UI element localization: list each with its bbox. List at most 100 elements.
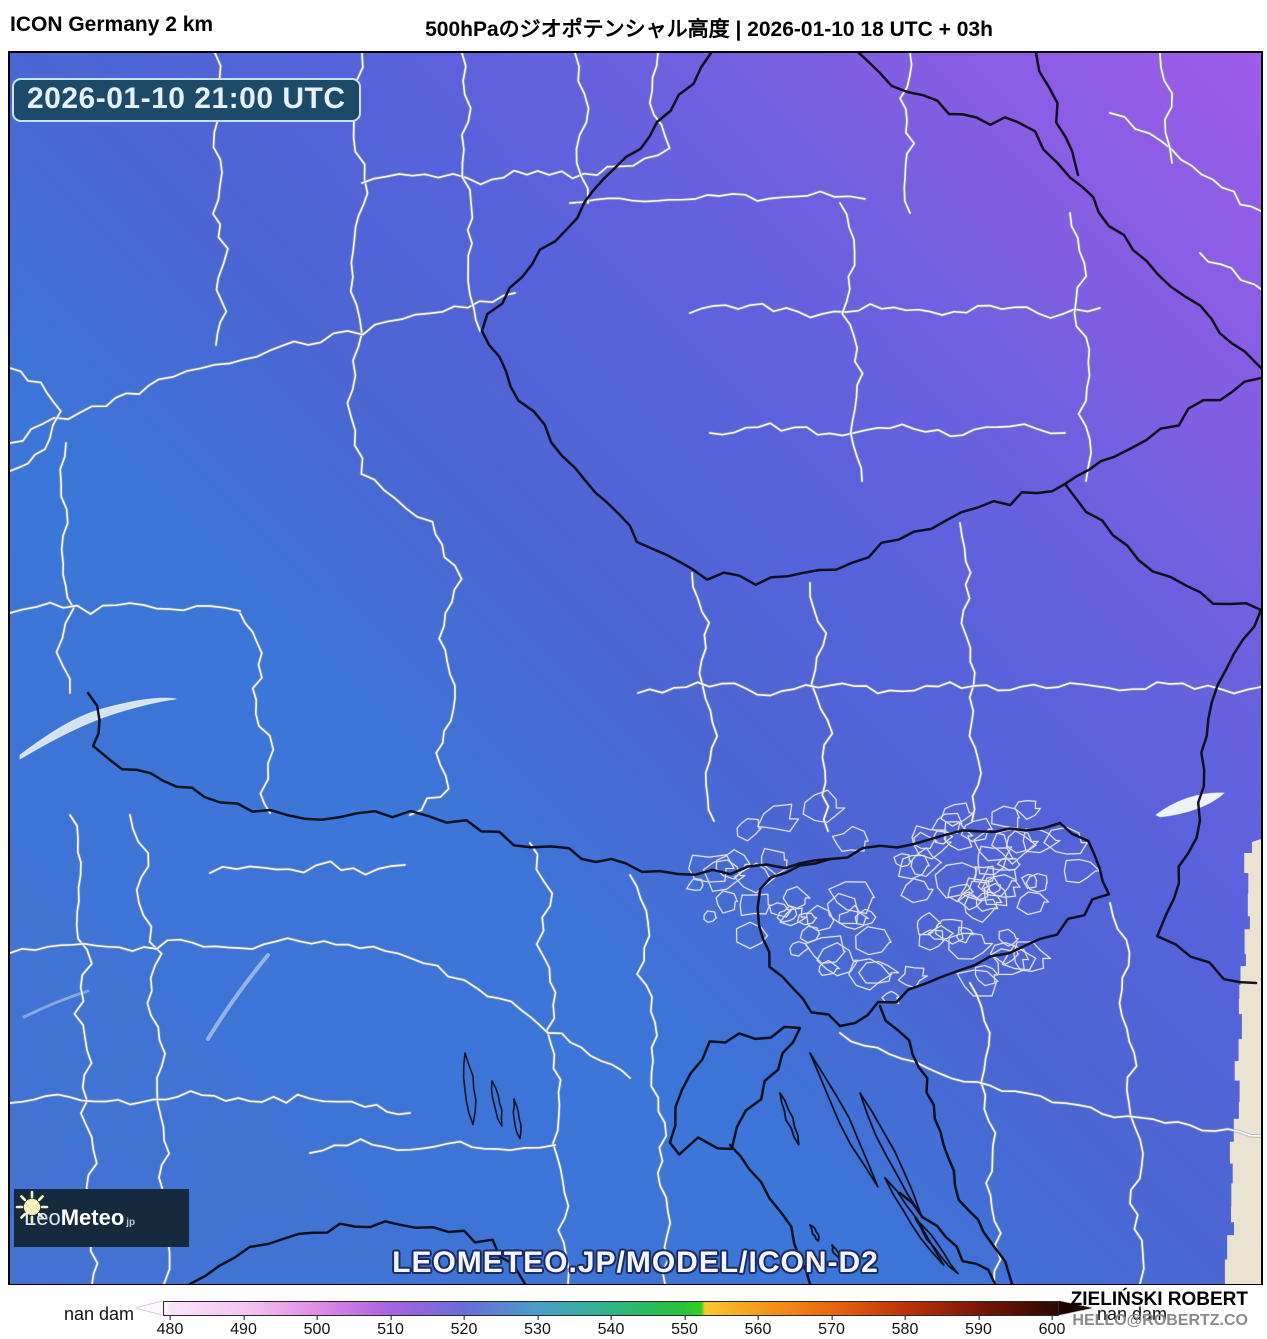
colorbar-tick: 530 [524,1316,551,1338]
admin-border [574,53,590,204]
colorbar-left-arrow [136,1301,163,1315]
leometeo-logo: LeoMeteo jp [14,1189,189,1247]
municipal-border [910,847,943,877]
admin-border [209,860,406,876]
municipal-border [996,858,1021,872]
municipal-border [816,942,859,977]
admin-border [10,601,241,615]
municipal-border [898,855,930,880]
municipal-border [855,926,892,956]
admin-border [637,681,1261,697]
country-border [480,329,1067,587]
municipal-border [802,789,846,824]
municipal-border [818,959,840,976]
colorbar-footer: nan dam nan dam 480 490 500 510 520 530 … [0,1285,1267,1338]
colorbar-tick: 490 [230,1316,257,1338]
municipal-border [960,877,991,901]
municipal-border [828,881,875,915]
country-border [728,1143,812,1284]
municipal-border [806,904,835,932]
municipal-border [686,878,704,891]
colorbar-tick: 590 [965,1316,992,1338]
admin-border [309,1138,556,1154]
credit-block: ZIELIŃSKI ROBERT HELLO@ROBERTZ.CO [1071,1288,1248,1331]
model-title: ICON Germany 2 km [10,13,214,36]
municipal-border [757,803,800,833]
country-border [1063,482,1261,612]
municipal-border [893,853,913,868]
admin-border [461,53,481,332]
municipal-border [916,912,942,936]
admin-border [1069,212,1092,482]
municipal-border [776,905,798,923]
municipal-border [956,969,999,997]
sun-icon [15,1190,49,1224]
coastline-island [884,1177,945,1266]
lake [206,953,270,1041]
admin-border [1199,252,1261,290]
municipal-border [848,958,893,991]
municipal-border [715,890,738,914]
country-border [838,821,1111,1028]
municipal-border [981,876,1002,894]
municipal-border [998,928,1019,947]
country-border [756,857,842,1028]
geopotential-field [10,53,1261,1284]
municipal-border [1022,828,1061,854]
municipal-border [797,912,818,926]
admin-border [691,572,719,822]
logo-tld: jp [126,1217,136,1228]
admin-border [239,612,275,814]
coastline-island [809,1052,879,1188]
admin-border [809,582,834,832]
municipal-border [1021,873,1038,889]
admin-border [1159,53,1173,164]
municipal-border [779,907,808,927]
admin-border [10,367,62,472]
country-border [828,821,1062,861]
lake-outline [512,1098,522,1140]
municipal-border [947,883,974,903]
colorbar-tick: 570 [818,1316,845,1338]
colorbar-unit-left: nan dam [64,1304,135,1324]
municipal-border [1013,800,1042,820]
municipal-border [1013,941,1052,972]
admin-border [1109,902,1145,1284]
country-border [1034,53,1080,177]
municipal-border [761,847,788,876]
watermark: LEOMETEO.JP/MODEL/ICON-D2 [392,1246,879,1279]
admin-border [709,422,1066,438]
country-border [857,53,1261,370]
municipal-border [715,849,751,880]
admin-border [529,842,570,1284]
municipal-border [1016,891,1050,916]
logo-text-bold: Meteo [60,1205,125,1230]
municipal-border [703,910,718,923]
municipal-border [918,929,945,951]
map-canvas: 2026-01-10 21:00 UTC LeoMeteo jp LEOMETEO… [8,51,1263,1286]
colorbar-tick: 560 [744,1316,772,1338]
colorbar-tick: 510 [377,1316,404,1338]
admin-border [689,302,1101,319]
colorbar-tick: 520 [450,1316,478,1338]
coastline-island [914,1217,959,1275]
coastline-island [809,1224,820,1242]
municipal-border [827,892,859,924]
admin-border [899,53,916,214]
chart-title: 500hPaのジオポテンシャル高度 | 2026-01-10 18 UTC + … [425,18,993,41]
municipal-border [688,854,735,883]
country-border [188,1220,527,1284]
municipal-border [960,817,993,842]
municipal-border [927,925,954,940]
municipal-border [940,802,975,827]
colorbar-tick: 540 [597,1316,625,1338]
country-border [480,53,713,333]
colorbar-tick: 500 [303,1316,331,1338]
colorbar-tick: 600 [1038,1316,1066,1338]
municipal-border [831,825,869,852]
admin-border [569,190,866,204]
municipal-border [964,894,999,923]
municipal-border [984,882,1008,907]
municipal-border [900,878,934,904]
author-name: ZIELIŃSKI ROBERT [1070,1289,1248,1310]
